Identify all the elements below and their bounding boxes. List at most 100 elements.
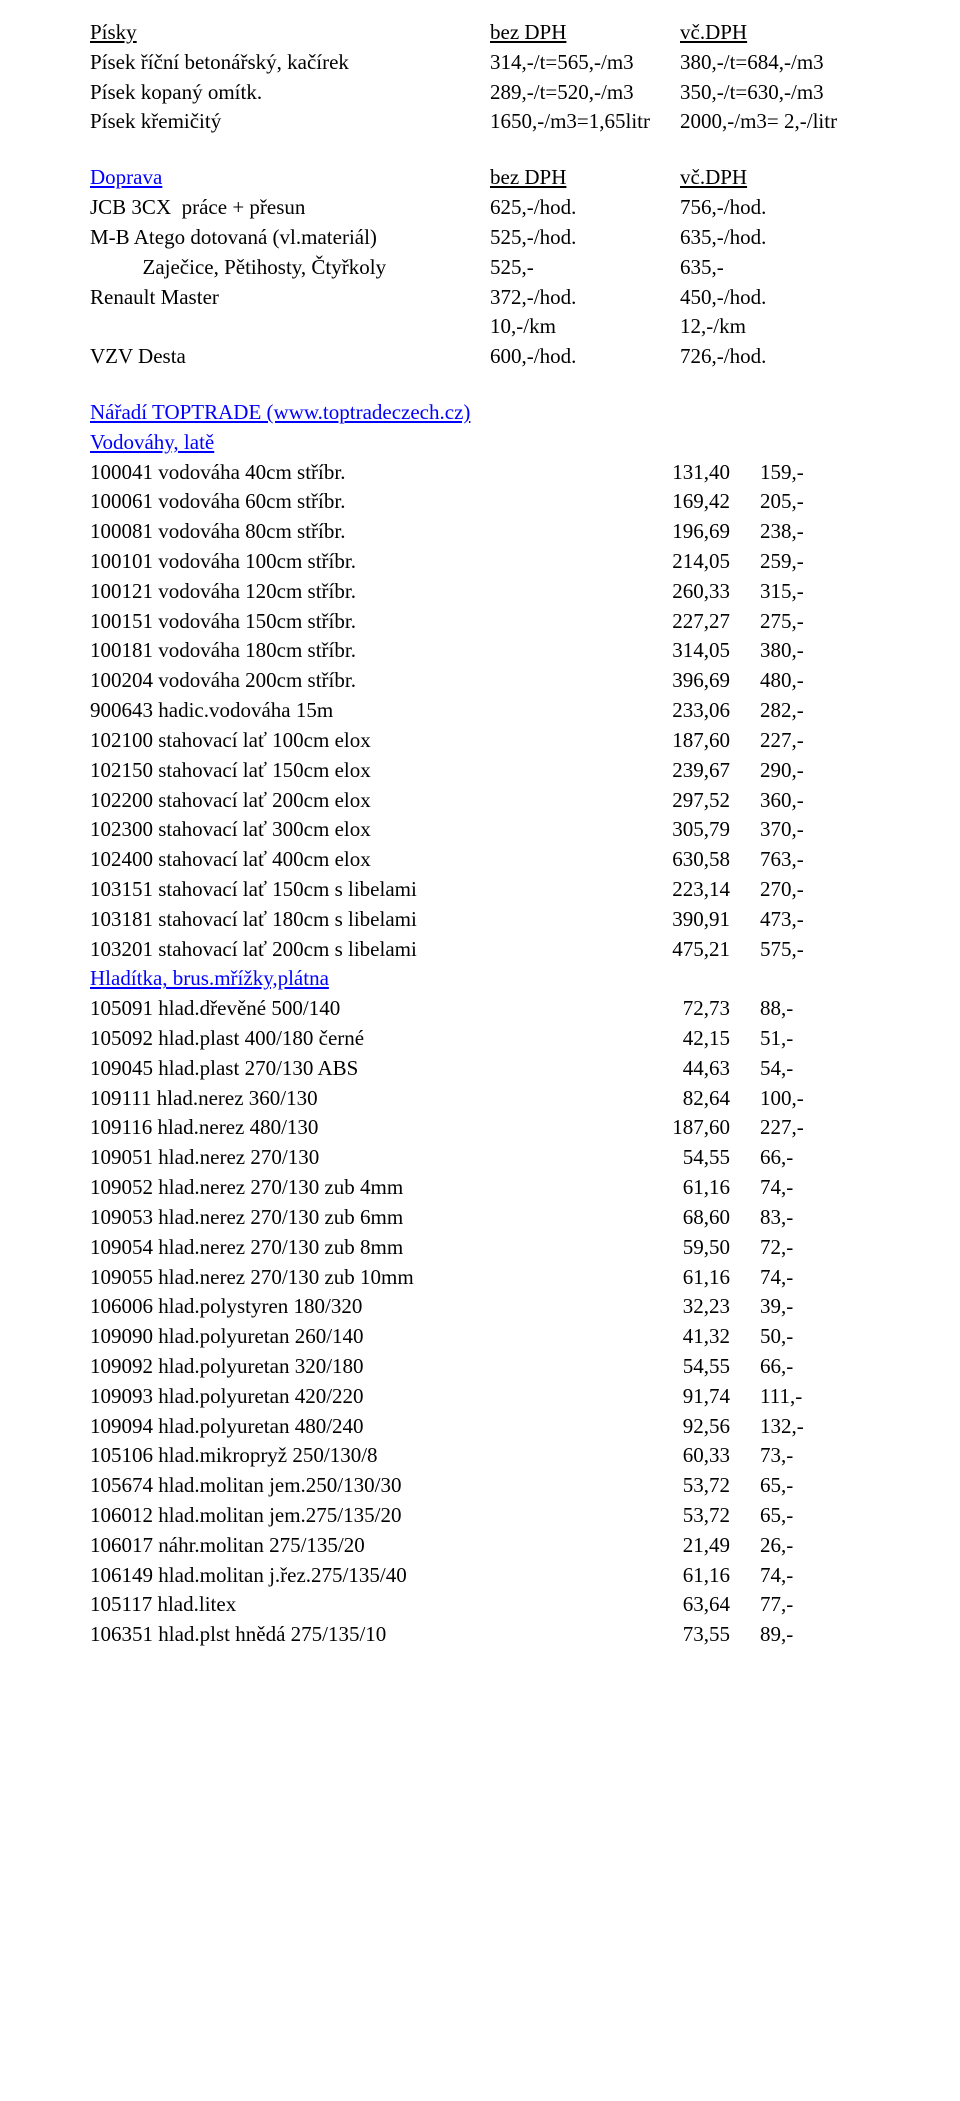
row-value-2: 380,-: [760, 636, 870, 666]
row-value-2: 159,-: [760, 458, 870, 488]
row-value-2: 74,-: [760, 1561, 870, 1591]
row-value-1: 525,-: [490, 253, 680, 283]
row-value-1: 314,05: [610, 636, 760, 666]
row-label: 100151 vodováha 150cm stříbr.: [90, 607, 610, 637]
row-label: VZV Desta: [90, 342, 490, 372]
row-value-2: 763,-: [760, 845, 870, 875]
table-row: 109094 hlad.polyuretan 480/24092,56132,-: [90, 1412, 870, 1442]
row-label: 103201 stahovací lať 200cm s libelami: [90, 935, 610, 965]
row-value-1: 91,74: [610, 1382, 760, 1412]
table-row: Písek kopaný omítk.289,-/t=520,-/m3350,-…: [90, 78, 870, 108]
row-value-1: 223,14: [610, 875, 760, 905]
table-row: 102300 stahovací lať 300cm elox305,79370…: [90, 815, 870, 845]
row-value-1: 372,-/hod.: [490, 283, 680, 313]
row-value-1: 61,16: [610, 1173, 760, 1203]
table-row: 100151 vodováha 150cm stříbr.227,27275,-: [90, 607, 870, 637]
row-value-1: 260,33: [610, 577, 760, 607]
row-label: 105674 hlad.molitan jem.250/130/30: [90, 1471, 610, 1501]
row-value-1: 59,50: [610, 1233, 760, 1263]
row-value-1: 63,64: [610, 1590, 760, 1620]
table-row: 10,-/km12,-/km: [90, 312, 870, 342]
table-row: 109053 hlad.nerez 270/130 zub 6mm68,6083…: [90, 1203, 870, 1233]
row-value-2: 360,-: [760, 786, 870, 816]
section-hladitka: Hladítka, brus.mřížky,plátna: [90, 964, 329, 994]
row-value-2: 51,-: [760, 1024, 870, 1054]
row-value-2: 50,-: [760, 1322, 870, 1352]
table-row: 105091 hlad.dřevěné 500/14072,7388,-: [90, 994, 870, 1024]
row-value-2: 282,-: [760, 696, 870, 726]
table-row: 109054 hlad.nerez 270/130 zub 8mm59,5072…: [90, 1233, 870, 1263]
row-value-1: 32,23: [610, 1292, 760, 1322]
doprava-table: JCB 3CX práce + přesun625,-/hod.756,-/ho…: [90, 193, 870, 372]
tools-table-2: 105091 hlad.dřevěné 500/14072,7388,-1050…: [90, 994, 870, 1650]
table-row: 100121 vodováha 120cm stříbr.260,33315,-: [90, 577, 870, 607]
row-value-1: 61,16: [610, 1263, 760, 1293]
table-row: 103201 stahovací lať 200cm s libelami475…: [90, 935, 870, 965]
row-value-2: 238,-: [760, 517, 870, 547]
row-value-2: 756,-/hod.: [680, 193, 870, 223]
row-label: 109051 hlad.nerez 270/130: [90, 1143, 610, 1173]
row-value-1: 214,05: [610, 547, 760, 577]
table-row: Zaječice, Pětihosty, Čtyřkoly525,-635,-: [90, 253, 870, 283]
row-value-2: 635,-/hod.: [680, 223, 870, 253]
table-row: 105117 hlad.litex63,6477,-: [90, 1590, 870, 1620]
table-row: 109055 hlad.nerez 270/130 zub 10mm61,167…: [90, 1263, 870, 1293]
table-row: JCB 3CX práce + přesun625,-/hod.756,-/ho…: [90, 193, 870, 223]
row-value-1: 297,52: [610, 786, 760, 816]
table-row: Renault Master372,-/hod.450,-/hod.: [90, 283, 870, 313]
row-value-1: 41,32: [610, 1322, 760, 1352]
table-row: Písek říční betonářský, kačírek314,-/t=5…: [90, 48, 870, 78]
row-value-2: 2000,-/m3= 2,-/litr: [680, 107, 870, 137]
row-label: Písek křemičitý: [90, 107, 490, 137]
row-value-2: 205,-: [760, 487, 870, 517]
row-value-1: 68,60: [610, 1203, 760, 1233]
row-value-1: 475,21: [610, 935, 760, 965]
spacer: [90, 372, 870, 398]
tools-title-row: Nářadí TOPTRADE (www.toptradeczech.cz): [90, 398, 870, 428]
row-value-2: 575,-: [760, 935, 870, 965]
row-label: Písek říční betonářský, kačírek: [90, 48, 490, 78]
table-row: 109045 hlad.plast 270/130 ABS44,6354,-: [90, 1054, 870, 1084]
table-row: 102200 stahovací lať 200cm elox297,52360…: [90, 786, 870, 816]
table-row: 105674 hlad.molitan jem.250/130/3053,726…: [90, 1471, 870, 1501]
table-row: M-B Atego dotovaná (vl.materiál)525,-/ho…: [90, 223, 870, 253]
row-label: 105117 hlad.litex: [90, 1590, 610, 1620]
row-value-2: 65,-: [760, 1501, 870, 1531]
row-value-1: 82,64: [610, 1084, 760, 1114]
row-label: 109093 hlad.polyuretan 420/220: [90, 1382, 610, 1412]
spacer: [90, 137, 870, 163]
row-value-1: 233,06: [610, 696, 760, 726]
table-row: 103151 stahovací lať 150cm s libelami223…: [90, 875, 870, 905]
row-label: Zaječice, Pětihosty, Čtyřkoly: [90, 253, 490, 283]
row-label: 100121 vodováha 120cm stříbr.: [90, 577, 610, 607]
table-row: 109111 hlad.nerez 360/13082,64100,-: [90, 1084, 870, 1114]
row-value-1: 54,55: [610, 1143, 760, 1173]
row-label: 109111 hlad.nerez 360/130: [90, 1084, 610, 1114]
row-value-1: 60,33: [610, 1441, 760, 1471]
row-label: Renault Master: [90, 283, 490, 313]
row-value-2: 83,-: [760, 1203, 870, 1233]
table-row: 109093 hlad.polyuretan 420/22091,74111,-: [90, 1382, 870, 1412]
row-label: 100041 vodováha 40cm stříbr.: [90, 458, 610, 488]
row-value-2: 227,-: [760, 1113, 870, 1143]
row-label: 109090 hlad.polyuretan 260/140: [90, 1322, 610, 1352]
row-label: 106149 hlad.molitan j.řez.275/135/40: [90, 1561, 610, 1591]
row-value-2: 370,-: [760, 815, 870, 845]
row-label: 109092 hlad.polyuretan 320/180: [90, 1352, 610, 1382]
row-value-1: 10,-/km: [490, 312, 680, 342]
table-row: 106017 náhr.molitan 275/135/2021,4926,-: [90, 1531, 870, 1561]
table-row: Písek křemičitý1650,-/m3=1,65litr2000,-/…: [90, 107, 870, 137]
table-row: 106012 hlad.molitan jem.275/135/2053,726…: [90, 1501, 870, 1531]
table-row: 100061 vodováha 60cm stříbr.169,42205,-: [90, 487, 870, 517]
row-value-1: 630,58: [610, 845, 760, 875]
table-row: VZV Desta600,-/hod.726,-/hod.: [90, 342, 870, 372]
row-value-2: 227,-: [760, 726, 870, 756]
row-value-1: 21,49: [610, 1531, 760, 1561]
row-label: 109045 hlad.plast 270/130 ABS: [90, 1054, 610, 1084]
row-value-1: 289,-/t=520,-/m3: [490, 78, 680, 108]
row-value-1: 314,-/t=565,-/m3: [490, 48, 680, 78]
table-row: 109051 hlad.nerez 270/13054,5566,-: [90, 1143, 870, 1173]
col-header-vc-dph: vč.DPH: [680, 18, 870, 48]
row-value-1: 305,79: [610, 815, 760, 845]
row-value-2: 66,-: [760, 1143, 870, 1173]
